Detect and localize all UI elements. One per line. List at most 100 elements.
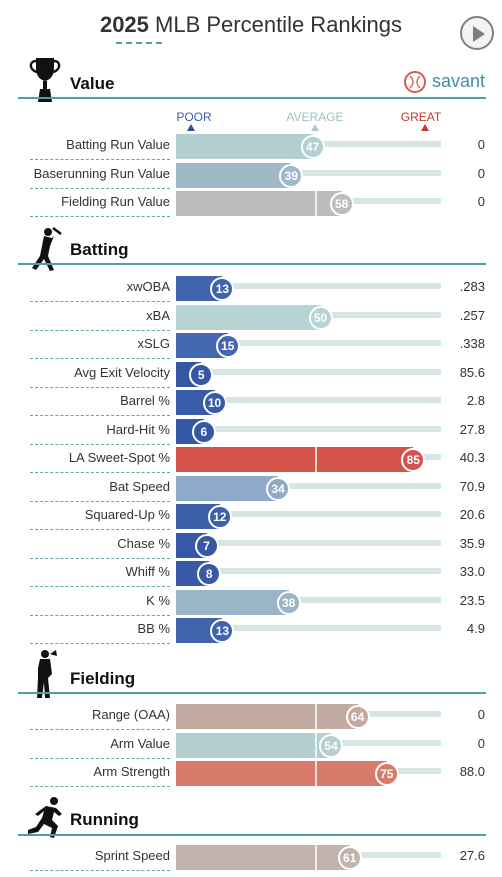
metric-label: xBA [146,308,170,323]
metric-divider [30,586,170,587]
percentile-badge: 10 [202,391,227,415]
metric-row[interactable]: Batting Run Value 47 0 [0,132,502,161]
metric-row[interactable]: Range (OAA) 64 0 [0,702,502,731]
percentile-track [176,483,441,489]
percentile-track [176,625,441,631]
metric-row[interactable]: Hard-Hit % 6 27.8 [0,417,502,446]
metric-value: 0 [477,736,485,751]
section-rule-batting [18,263,486,265]
metric-divider [30,758,170,759]
metric-label: Batting Run Value [66,137,170,152]
page-title: 2025 MLB Percentile Rankings [0,12,502,38]
metric-row[interactable]: Avg Exit Velocity 5 85.6 [0,360,502,389]
metric-divider [30,729,170,730]
percentile-badge: 75 [374,762,399,786]
metric-row[interactable]: Fielding Run Value 58 0 [0,189,502,218]
batter-icon [26,226,64,277]
metric-row[interactable]: Baserunning Run Value 39 0 [0,161,502,190]
savant-text: savant [432,71,486,91]
metric-row[interactable]: Arm Strength 75 88.0 [0,759,502,788]
metric-divider [30,870,170,871]
trophy-icon [26,54,64,109]
percentile-badge: 34 [266,477,291,501]
percentile-track [176,426,441,432]
metric-divider [30,387,170,388]
percentile-bar [176,704,358,729]
percentile-badge: 15 [215,334,240,358]
metric-label: Hard-Hit % [106,422,170,437]
percentile-track [176,597,441,603]
metric-value: 27.6 [459,848,485,863]
average-marker [315,191,317,216]
metric-row[interactable]: xBA 50 .257 [0,303,502,332]
percentile-badge: 61 [337,846,362,870]
percentile-bar [176,134,313,159]
metric-divider [30,358,170,359]
section-title-running: Running [70,810,139,829]
metric-divider [30,501,170,502]
metric-row[interactable]: Whiff % 8 33.0 [0,559,502,588]
play-button[interactable] [460,16,494,50]
percentile-badge: 85 [401,448,426,472]
metric-label: Squared-Up % [84,507,170,522]
percentile-bar [176,733,332,758]
percentile-bar [176,447,414,472]
metric-label: Baserunning Run Value [33,166,170,181]
metric-label: xSLG [137,336,170,351]
legend-poor: POOR [176,110,212,124]
percentile-badge: 58 [329,192,354,216]
metric-value: 0 [477,166,485,181]
metric-value: 20.6 [459,507,485,522]
metric-label: Fielding Run Value [61,194,170,209]
metric-row[interactable]: K % 38 23.5 [0,588,502,617]
metric-value: 27.8 [459,422,485,437]
metric-divider [30,643,170,644]
metric-label: Sprint Speed [94,848,170,863]
metric-row[interactable]: xwOBA 13 .283 [0,274,502,303]
metric-divider [30,159,170,160]
metric-label: Chase % [117,536,170,551]
section-title-batting: Batting [70,240,129,259]
metric-label: Whiff % [125,564,170,579]
metric-row[interactable]: Squared-Up % 12 20.6 [0,502,502,531]
percentile-badge: 13 [210,619,235,643]
average-marker [315,761,317,786]
percentile-bar [176,191,342,216]
metric-row[interactable]: xSLG 15 .338 [0,331,502,360]
percentile-track [176,170,441,176]
metric-row[interactable]: Barrel % 10 2.8 [0,388,502,417]
percentile-badge: 8 [197,562,222,586]
percentile-track [176,511,441,517]
metric-row[interactable]: BB % 13 4.9 [0,616,502,645]
metric-row[interactable]: Bat Speed 34 70.9 [0,474,502,503]
metric-divider [30,529,170,530]
metric-label: LA Sweet-Spot % [68,450,170,465]
percentile-badge: 38 [276,591,301,615]
metric-value: 0 [477,194,485,209]
poor-arrow-icon [187,124,195,131]
metric-row[interactable]: LA Sweet-Spot % 85 40.3 [0,445,502,474]
percentile-track [176,397,441,403]
percentile-badge: 39 [279,164,304,188]
metric-divider [30,415,170,416]
percentile-badge: 5 [189,363,214,387]
section-rule-value [18,97,486,99]
metric-divider [30,558,170,559]
percentile-badge: 54 [319,734,344,758]
average-marker [315,704,317,729]
section-title-value: Value [70,74,115,93]
metric-label: K % [146,593,170,608]
percentile-bar [176,845,350,870]
metric-label: xwOBA [126,279,170,294]
metric-value: .257 [459,308,485,323]
legend-great: GREAT [400,110,442,124]
percentile-badge: 50 [308,306,333,330]
metric-label: BB % [137,621,170,636]
average-marker [315,845,317,870]
metric-divider [30,330,170,331]
metric-value: .338 [459,336,485,351]
metric-row[interactable]: Chase % 7 35.9 [0,531,502,560]
metric-row[interactable]: Arm Value 54 0 [0,731,502,760]
metric-row[interactable]: Sprint Speed 61 27.6 [0,843,502,872]
metric-value: 35.9 [459,536,485,551]
